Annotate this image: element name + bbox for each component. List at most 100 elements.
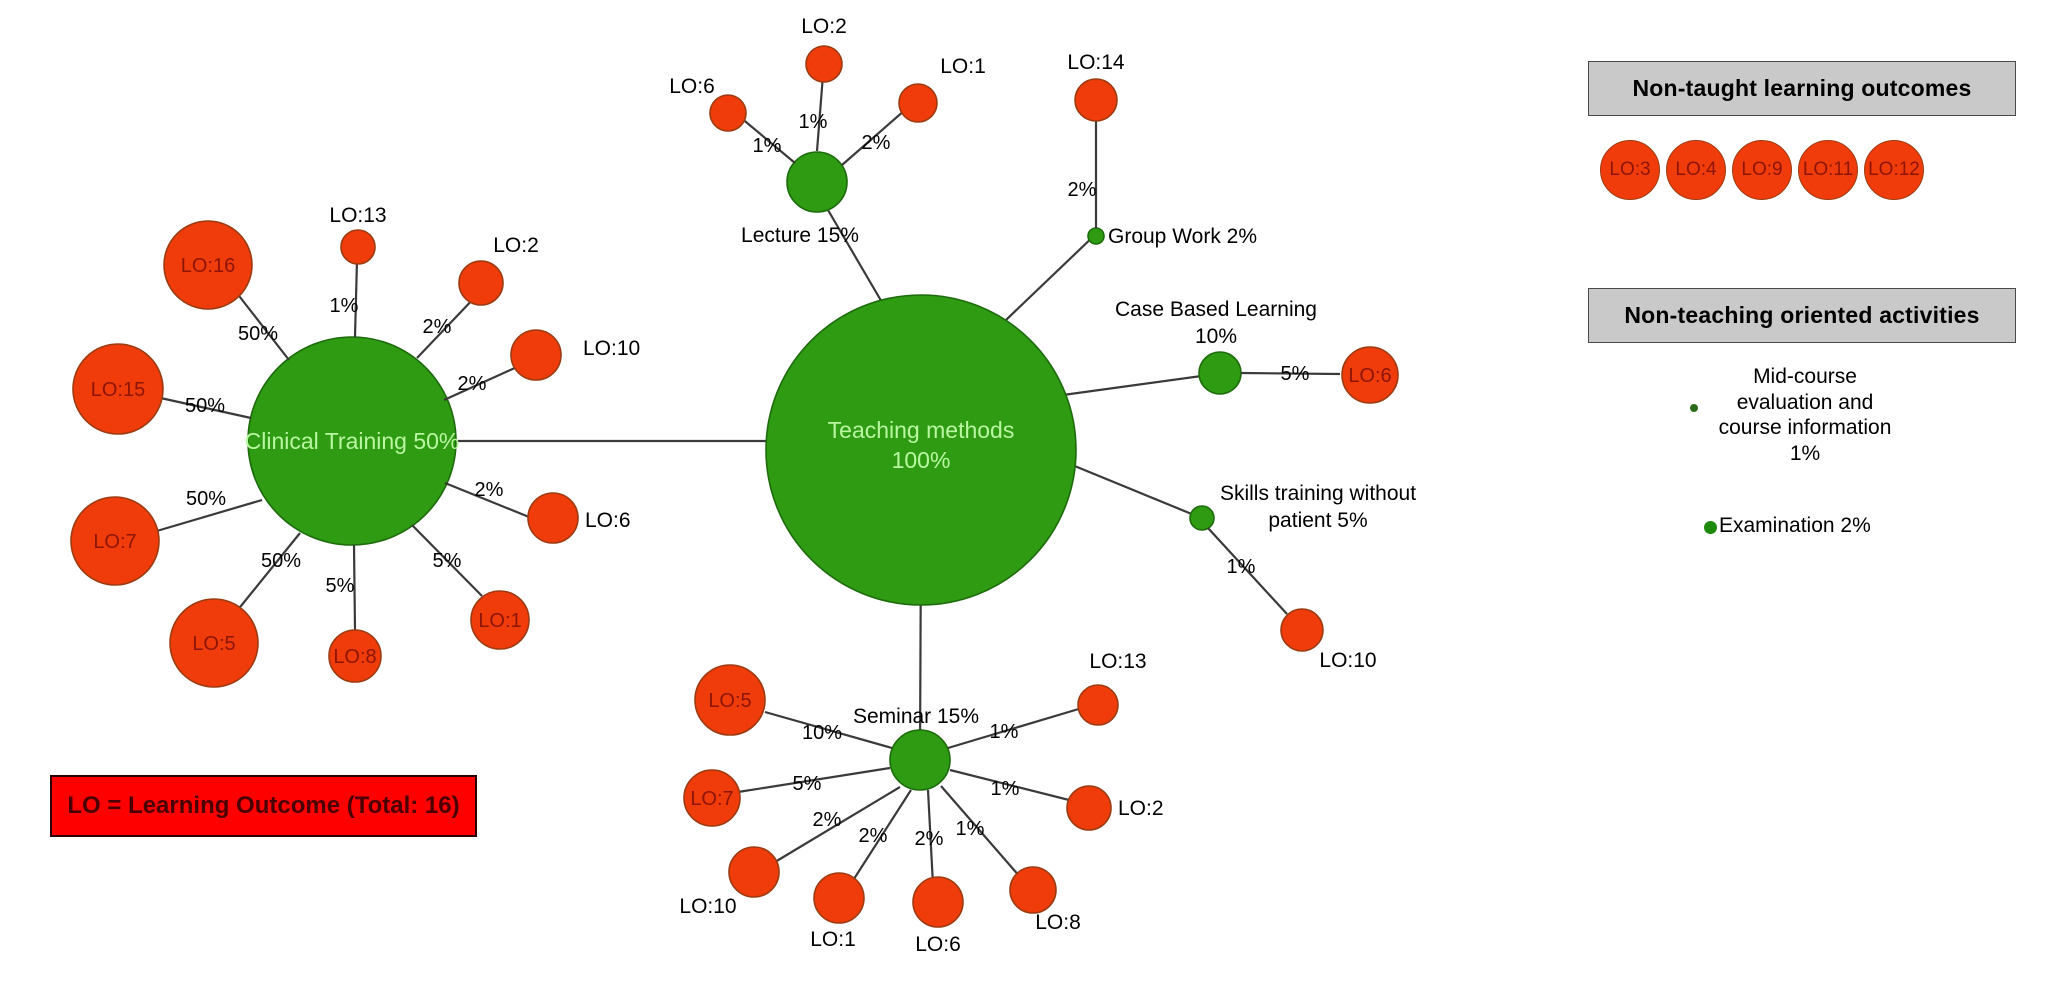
edge-seminar-lo6 <box>926 789 935 886</box>
edge-clinical-lo15 <box>155 395 252 420</box>
lo-definition-box: LO = Learning Outcome (Total: 16) <box>50 775 477 837</box>
node-outcome-clinical-lo10[interactable] <box>510 329 562 381</box>
node-outcome-clinical-lo1[interactable] <box>470 590 530 650</box>
edge-clinical-lo13 <box>353 259 359 338</box>
node-teaching-methods-label-2: 100% <box>892 447 951 473</box>
node-outcome-clinical-lo6[interactable] <box>527 492 579 544</box>
panel-non-taught: Non-taught learning outcomes <box>1588 61 2016 116</box>
node-skills-training[interactable] <box>1189 505 1215 531</box>
edge-lecture-lo6 <box>739 116 796 164</box>
label-clinical-lo15: LO:15 <box>91 379 145 401</box>
edge-lecture-lo2 <box>815 74 825 152</box>
node-outcome-seminar-lo7[interactable] <box>683 769 741 827</box>
node-cbl-label-1: Case Based Learning <box>1115 298 1317 321</box>
node-group-work[interactable] <box>1087 227 1105 245</box>
pct-clinical-lo10: 2% <box>458 373 487 395</box>
non-taught-outcomes-list: LO:3 LO:4 LO:9 LO:11 LO:12 <box>1600 140 1924 200</box>
pct-seminar-lo5: 10% <box>802 722 842 744</box>
pct-cbl-lo6: 5% <box>1281 363 1310 385</box>
node-outcome-seminar-lo2[interactable] <box>1066 785 1112 831</box>
node-outcome-seminar-lo13[interactable] <box>1077 684 1119 726</box>
edge-clinical-lo1 <box>411 524 483 597</box>
edge-lecture-lo1 <box>841 109 906 166</box>
label-cbl-lo6: LO:6 <box>1348 365 1391 387</box>
node-outcome-seminar-lo8[interactable] <box>1009 866 1057 914</box>
node-group-work-label: Group Work 2% <box>1108 225 1257 248</box>
node-outcome-seminar-lo10[interactable] <box>728 846 780 898</box>
label-lecture-lo2: LO:2 <box>801 15 847 38</box>
node-skills-label-2: patient 5% <box>1268 509 1367 532</box>
node-case-based-learning[interactable] <box>1198 351 1242 395</box>
node-seminar[interactable] <box>889 729 951 791</box>
mid-course-activity-dot <box>1690 404 1698 412</box>
node-outcome-seminar-lo5[interactable] <box>694 664 766 736</box>
pct-seminar-lo13: 1% <box>990 721 1019 743</box>
pct-seminar-lo1: 2% <box>859 825 888 847</box>
label-clinical-lo7: LO:7 <box>93 531 136 553</box>
edge-clinical-lo6 <box>444 481 535 521</box>
node-outcome-skills-lo10[interactable] <box>1280 608 1324 652</box>
pct-clinical-lo6: 2% <box>475 479 504 501</box>
non-taught-outcome-lo12[interactable]: LO:12 <box>1864 140 1924 200</box>
non-taught-outcome-lo4[interactable]: LO:4 <box>1666 140 1726 200</box>
node-outcome-clinical-lo15[interactable] <box>72 343 164 435</box>
node-outcome-seminar-lo6[interactable] <box>912 876 964 928</box>
edge-seminar-lo8 <box>940 785 1022 879</box>
node-outcome-clinical-lo2[interactable] <box>458 260 504 306</box>
examination-activity-label: Examination 2% <box>1719 514 1871 537</box>
node-lecture-label: Lecture 15% <box>741 224 859 247</box>
non-taught-outcome-lo11[interactable]: LO:11 <box>1798 140 1858 200</box>
label-seminar-lo5: LO:5 <box>708 690 751 712</box>
edge-seminar-lo5 <box>764 710 893 750</box>
node-lecture[interactable] <box>786 151 848 213</box>
node-outcome-clinical-lo8[interactable] <box>328 629 382 683</box>
edge-seminar-lo2 <box>949 768 1078 804</box>
node-outcome-clinical-lo5[interactable] <box>169 598 259 688</box>
label-groupwork-lo14: LO:14 <box>1067 51 1125 74</box>
label-skills-lo10: LO:10 <box>1319 649 1376 672</box>
panel-non-teaching: Non-teaching oriented activities <box>1588 288 2016 343</box>
mid-course-line-3: course information <box>1718 416 1892 440</box>
node-outcome-lecture-lo6[interactable] <box>709 94 747 132</box>
edge-seminar-lo7 <box>737 766 891 794</box>
label-clinical-lo13: LO:13 <box>329 204 386 227</box>
node-clinical-training[interactable] <box>247 336 457 546</box>
edge-root-cbl <box>1062 372 1217 397</box>
label-seminar-lo10: LO:10 <box>679 895 736 918</box>
pct-clinical-lo16: 50% <box>238 323 278 345</box>
label-lecture-lo1: LO:1 <box>940 55 986 78</box>
label-clinical-lo2: LO:2 <box>493 234 539 257</box>
pct-clinical-lo13: 1% <box>330 295 359 317</box>
pct-skills-lo10: 1% <box>1227 556 1256 578</box>
edge-cbl-lo6 <box>1240 371 1341 376</box>
edge-seminar-lo10 <box>774 786 901 863</box>
node-outcome-seminar-lo1[interactable] <box>813 872 865 924</box>
node-outcome-lecture-lo1[interactable] <box>898 83 938 123</box>
node-outcome-lecture-lo2[interactable] <box>805 45 843 83</box>
pct-lecture-lo2: 1% <box>799 111 828 133</box>
pct-clinical-lo2: 2% <box>423 316 452 338</box>
mid-course-line-1: Mid-course <box>1753 365 1857 388</box>
pct-clinical-lo1: 5% <box>433 550 462 572</box>
edge-seminar-lo13 <box>947 706 1083 750</box>
node-outcome-clinical-lo7[interactable] <box>70 496 160 586</box>
non-taught-outcome-lo3[interactable]: LO:3 <box>1600 140 1660 200</box>
node-teaching-methods[interactable] <box>765 294 1077 606</box>
label-seminar-lo1: LO:1 <box>810 928 856 951</box>
node-outcome-cbl-lo6[interactable] <box>1341 346 1399 404</box>
node-outcome-clinical-lo16[interactable] <box>163 220 253 310</box>
panel-non-taught-title: Non-taught learning outcomes <box>1588 61 2016 116</box>
label-clinical-lo16: LO:16 <box>181 255 235 277</box>
pct-clinical-lo15: 50% <box>185 395 225 417</box>
node-outcome-clinical-lo13[interactable] <box>340 229 376 265</box>
node-clinical-training-label: Clinical Training 50% <box>245 428 460 454</box>
edge-clinical-lo8 <box>352 544 357 631</box>
pct-clinical-lo8: 5% <box>326 575 355 597</box>
mid-course-activity-label: Mid-course evaluation and course informa… <box>1700 364 1910 466</box>
node-outcome-groupwork-lo14[interactable] <box>1074 78 1118 122</box>
pct-seminar-lo10: 2% <box>813 809 842 831</box>
non-taught-outcome-lo9[interactable]: LO:9 <box>1732 140 1792 200</box>
node-teaching-methods-label-1: Teaching methods <box>828 417 1015 443</box>
pct-clinical-lo7: 50% <box>186 488 226 510</box>
